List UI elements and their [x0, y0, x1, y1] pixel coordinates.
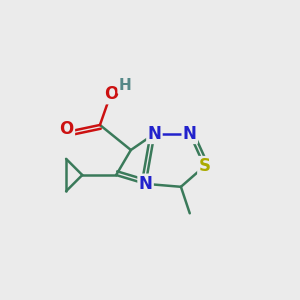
Text: O: O [105, 85, 119, 103]
Text: O: O [59, 120, 74, 138]
Text: H: H [118, 78, 131, 93]
Text: N: N [183, 125, 197, 143]
Text: S: S [199, 157, 211, 175]
Text: N: N [148, 125, 161, 143]
Text: N: N [139, 175, 152, 193]
